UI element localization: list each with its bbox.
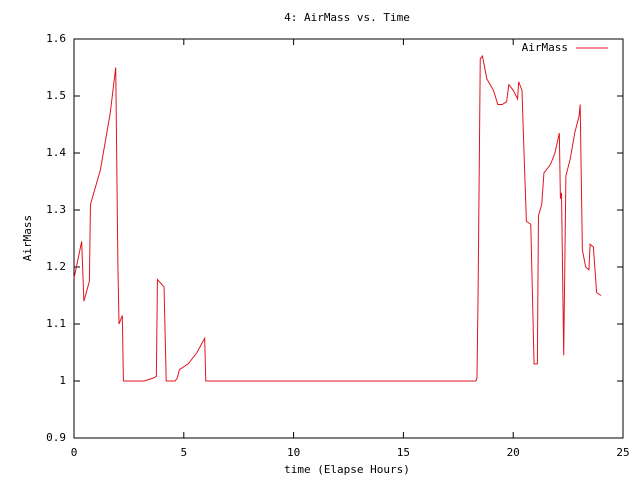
x-tick-label: 0: [71, 446, 78, 459]
x-axis-label: time (Elapse Hours): [284, 463, 410, 476]
chart-title: 4: AirMass vs. Time: [284, 11, 410, 24]
y-tick-label: 1.5: [46, 89, 66, 102]
y-axis-label: AirMass: [21, 215, 34, 261]
y-tick-label: 1.4: [46, 146, 66, 159]
y-tick-label: 1.6: [46, 32, 66, 45]
y-tick-label: 1.2: [46, 260, 66, 273]
legend-label: AirMass: [522, 41, 568, 54]
x-tick-label: 5: [180, 446, 187, 459]
x-tick-label: 10: [287, 446, 300, 459]
plot-border: [73, 38, 624, 439]
y-tick-label: 1.3: [46, 203, 66, 216]
data-line: [73, 54, 602, 382]
y-tick-label: 1: [59, 374, 66, 387]
x-tick-label: 20: [507, 446, 520, 459]
y-tick-label: 0.9: [46, 431, 66, 444]
x-tick-label: 25: [616, 446, 629, 459]
y-tick-label: 1.1: [46, 317, 66, 330]
x-tick-label: 15: [397, 446, 410, 459]
